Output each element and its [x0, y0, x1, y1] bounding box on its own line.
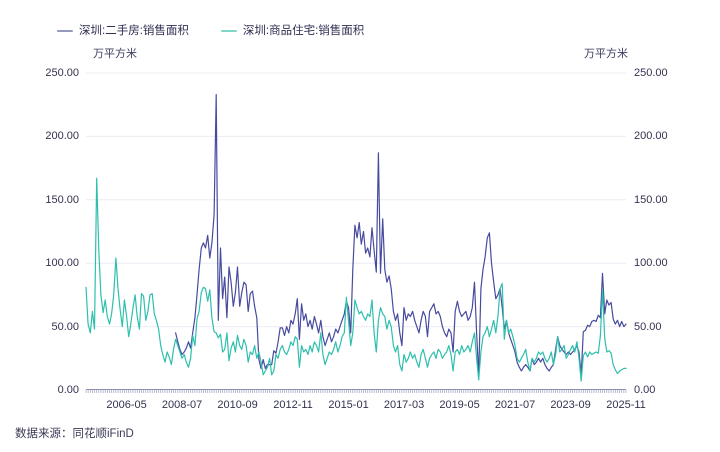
data-source-text: 数据来源：同花顺iFinD [15, 428, 134, 440]
y-axis-unit-left: 万平方米 [93, 48, 137, 60]
y-tick-label: 0.00 [57, 384, 79, 396]
legend-label: 深圳:商品住宅:销售面积 [242, 25, 365, 37]
y-axis-unit-right: 万平方米 [584, 48, 628, 60]
legend-item-secondhand[interactable]: 深圳:二手房:销售面积 [57, 24, 189, 38]
y-tick-label: 150.00 [45, 193, 79, 206]
y-tick-label: 150.00 [634, 193, 668, 206]
x-tick-label: 2012-11 [273, 399, 313, 411]
x-tick-label: 2006-05 [106, 399, 147, 411]
y-tick-label: 50.00 [51, 320, 79, 333]
y-tick-label: 100.00 [634, 257, 668, 270]
legend-item-new-residential[interactable]: 深圳:商品住宅:销售面积 [220, 24, 365, 38]
y-tick-label: 200.00 [45, 130, 79, 143]
line-swatch-icon [220, 30, 237, 32]
x-tick-label: 2025-11 [606, 399, 646, 411]
y-tick-label: 200.00 [634, 130, 668, 143]
y-tick-label: 250.00 [634, 67, 668, 79]
x-tick-label: 2017-03 [383, 399, 425, 411]
plot-area[interactable] [85, 72, 627, 395]
plot-svg[interactable] [85, 72, 627, 395]
legend-label: 深圳:二手房:销售面积 [79, 25, 189, 37]
chart-legend: 深圳:二手房:销售面积 深圳:商品住宅:销售面积 [57, 24, 364, 38]
y-tick-label: 100.00 [45, 257, 79, 270]
x-tick-label: 2023-09 [550, 399, 591, 411]
y-tick-label: 50.00 [634, 320, 662, 333]
x-tick-label: 2008-07 [161, 399, 203, 411]
x-tick-label: 2019-05 [439, 399, 480, 411]
x-tick-label: 2015-01 [328, 399, 369, 411]
x-tick-label: 2021-07 [494, 399, 536, 411]
y-tick-label: 250.00 [45, 67, 79, 79]
x-tick-label: 2010-09 [217, 399, 258, 411]
line-swatch-icon [57, 30, 73, 32]
y-tick-label: 0.00 [634, 384, 656, 396]
